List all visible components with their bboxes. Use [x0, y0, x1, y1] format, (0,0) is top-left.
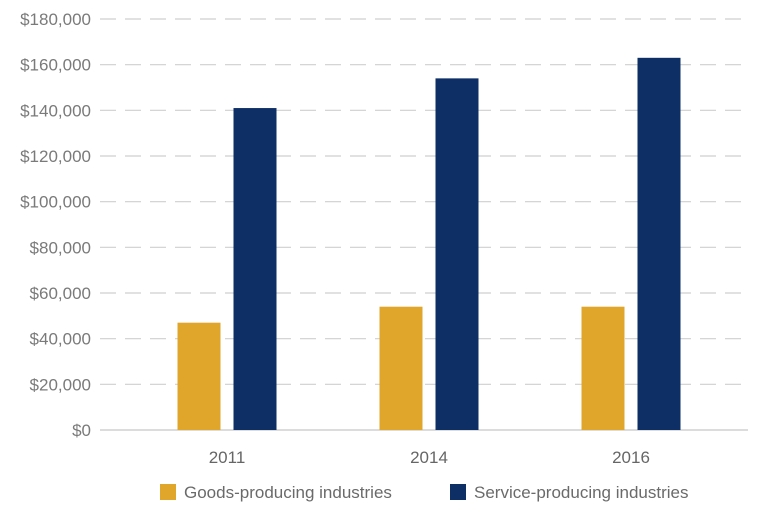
x-tick-label: 2014 [410, 448, 448, 467]
legend-label: Goods-producing industries [184, 483, 392, 502]
y-tick-label: $0 [72, 421, 91, 440]
bar-goods-producing [581, 306, 625, 430]
bar-service-producing [233, 108, 277, 431]
y-tick-label: $180,000 [20, 10, 91, 29]
legend-swatch [450, 484, 466, 500]
y-tick-label: $160,000 [20, 56, 91, 75]
y-tick-label: $120,000 [20, 147, 91, 166]
y-tick-label: $140,000 [20, 101, 91, 120]
bar-service-producing [637, 57, 681, 431]
legend: Goods-producing industries Service-produc… [160, 483, 689, 502]
y-axis-tick-labels: $0 $20,000 $40,000 $60,000 $80,000 $100,000 $1… [20, 10, 91, 440]
x-tick-label: 2011 [209, 448, 246, 467]
legend-swatch [160, 484, 176, 500]
y-tick-label: $20,000 [30, 375, 91, 394]
x-tick-label: 2016 [612, 448, 650, 467]
y-tick-label: $40,000 [30, 330, 91, 349]
legend-label: Service-producing industries [474, 483, 689, 502]
bar-service-producing [435, 78, 479, 430]
x-axis-tick-labels: 2011 2014 2016 [209, 448, 650, 467]
y-tick-label: $80,000 [30, 238, 91, 257]
bar-goods-producing [379, 306, 423, 430]
y-tick-label: $60,000 [30, 284, 91, 303]
bars [177, 57, 681, 431]
y-tick-label: $100,000 [20, 193, 91, 212]
bar-goods-producing [177, 322, 221, 430]
